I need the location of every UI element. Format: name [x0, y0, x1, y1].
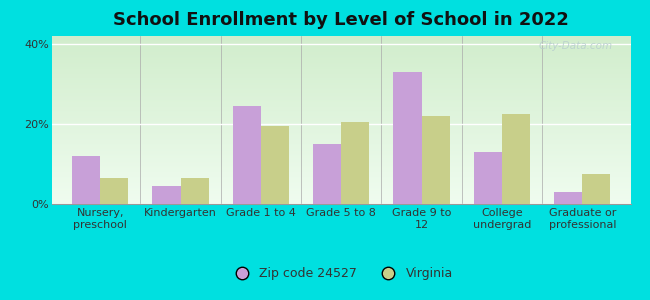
Bar	[100, 178, 128, 204]
Legend: Zip code 24527, Virginia: Zip code 24527, Virginia	[224, 262, 458, 285]
Bar	[261, 126, 289, 204]
Title: School Enrollment by Level of School in 2022: School Enrollment by Level of School in …	[113, 11, 569, 29]
Bar	[582, 174, 610, 204]
Bar	[181, 178, 209, 204]
Bar	[554, 192, 582, 204]
Text: City-Data.com: City-Data.com	[539, 41, 613, 51]
Bar	[393, 72, 422, 204]
Bar	[313, 144, 341, 204]
Bar	[153, 186, 181, 204]
Bar	[422, 116, 450, 204]
Bar	[502, 114, 530, 204]
Bar	[341, 122, 369, 204]
Bar	[72, 156, 100, 204]
Bar	[233, 106, 261, 204]
Bar	[474, 152, 502, 204]
